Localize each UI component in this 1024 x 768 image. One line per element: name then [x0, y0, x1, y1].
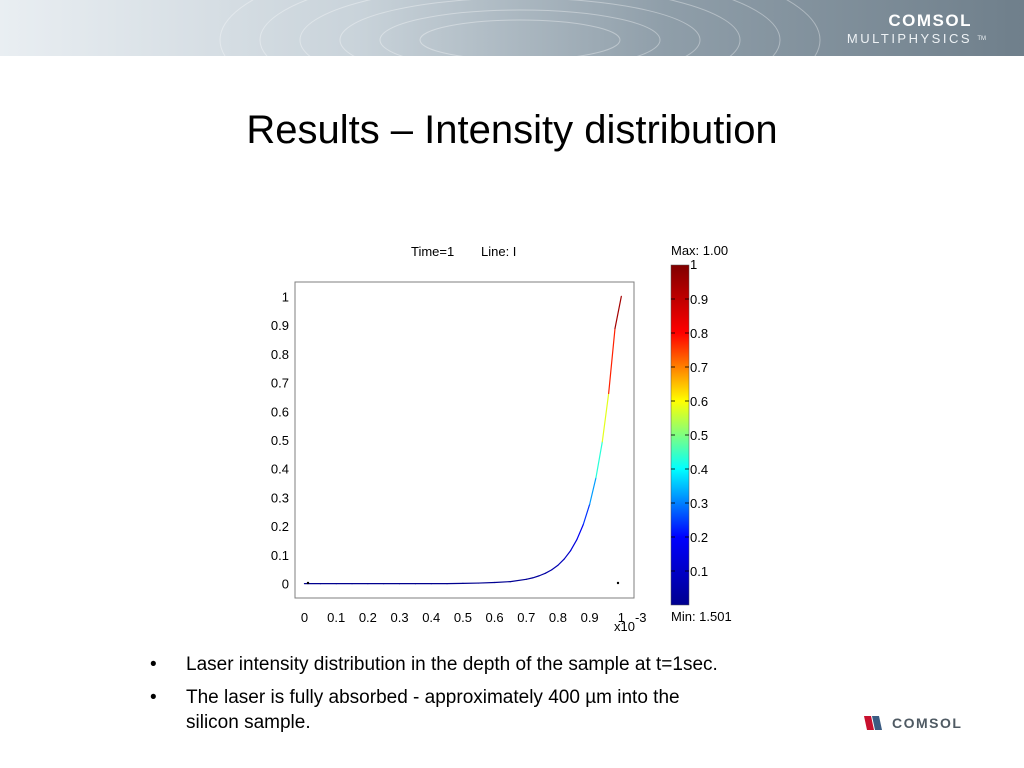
x-tick-label: 0.9 [581, 610, 599, 625]
curve-segment [614, 295, 622, 330]
x-axis-ticks: 0 0.1 0.2 0.3 0.4 0.5 0.6 0.7 0.8 0.9 1 [301, 610, 625, 625]
plot-area [294, 281, 635, 599]
comsol-mark-icon [864, 716, 882, 730]
y-tick-label: 0.6 [271, 404, 289, 419]
colorbar-tick-label: 0.8 [690, 326, 708, 341]
curve-segment [525, 577, 534, 580]
bullet-line-continued: silicon sample. [186, 712, 311, 733]
y-tick-label: 0.1 [271, 548, 289, 563]
bullet-line: The laser is fully absorbed - approximat… [186, 687, 680, 708]
y-tick-label: 0.2 [271, 519, 289, 534]
logo-trademark: TM [977, 36, 986, 42]
colorbar-ticks: 0.9 0.8 0.7 0.6 0.5 0.4 0.3 0.2 0.1 [671, 292, 708, 579]
curve-segment [557, 558, 565, 566]
curve-segment [532, 575, 540, 579]
x-tick-label: 0 [301, 610, 308, 625]
colorbar-tick-label: 0.5 [690, 428, 708, 443]
colorbar-top-label: 1 [690, 257, 697, 272]
colorbar-tick-label: 0.9 [690, 292, 708, 307]
plot-header-time: Time=1 [411, 244, 454, 259]
x-multiplier: x10-3 [614, 610, 647, 634]
curve-segment [601, 392, 610, 443]
logo-line1: COMSOL [888, 11, 972, 30]
header-banner: COMSOL MULTIPHYSICS TM [0, 0, 1024, 56]
logo-line2: MULTIPHYSICS [846, 31, 972, 46]
curve-segment [478, 581, 496, 584]
banner-swirl-decoration [219, 0, 821, 56]
y-tick-label: 0 [282, 577, 289, 592]
bullet-item: • The laser is fully absorbed - approxim… [150, 685, 840, 735]
curve-segment [544, 569, 553, 574]
y-tick-label: 0.9 [271, 318, 289, 333]
curve-segment [509, 578, 527, 583]
curve-segment [595, 441, 603, 479]
x-tick-label: 0.4 [422, 610, 440, 625]
x-tick-label: 0.2 [359, 610, 377, 625]
bullet-list: • Laser intensity distribution in the de… [150, 652, 840, 743]
curve-segment [608, 327, 616, 395]
x-tick-label: 0.7 [517, 610, 535, 625]
y-tick-label: 0.7 [271, 376, 289, 391]
x-tick-label: 0.1 [327, 610, 345, 625]
curve-segment [589, 477, 597, 505]
bullet-dot: • [150, 654, 157, 675]
y-axis-ticks: 0 0.1 0.2 0.3 0.4 0.5 0.6 0.7 0.8 0.9 1 [271, 289, 289, 591]
x-tick-label: 0.3 [391, 610, 409, 625]
colorbar-max-label: Max: 1.00 [671, 243, 728, 258]
bullet-line: Laser intensity distribution in the dept… [186, 654, 718, 675]
colorbar-tick-label: 0.3 [690, 496, 708, 511]
plot-header-line: Line: I [481, 244, 516, 259]
y-tick-label: 0.5 [271, 433, 289, 448]
curve-segment [551, 564, 559, 571]
curve-segment [563, 549, 572, 560]
colorbar-tick-label: 0.2 [690, 530, 708, 545]
y-tick-label: 0.3 [271, 490, 289, 505]
colorbar-tick-label: 0.4 [690, 462, 708, 477]
x-tick-label: 0.6 [486, 610, 504, 625]
curve-segment [576, 523, 584, 540]
colorbar-min-label: Min: 1.501 [671, 609, 732, 624]
curve-segment [570, 538, 578, 552]
left-boundary-point [306, 581, 310, 585]
right-boundary-point [616, 581, 620, 585]
x-tick-label: 1 [618, 610, 625, 625]
curve-segment [582, 503, 591, 526]
bullet-item: • Laser intensity distribution in the de… [150, 652, 840, 677]
curve-segment [538, 572, 546, 577]
x-tick-label: 0.8 [549, 610, 567, 625]
curve-segment [493, 581, 512, 584]
colorbar-tick-label: 0.7 [690, 360, 708, 375]
bullet-dot: • [150, 687, 157, 708]
intensity-curve [303, 295, 622, 585]
y-tick-label: 1 [282, 289, 289, 304]
comsol-multiphysics-logo: COMSOL MULTIPHYSICS TM [846, 11, 986, 46]
colorbar-tick-label: 0.6 [690, 394, 708, 409]
x-multiplier-exponent: -3 [635, 610, 647, 625]
x-tick-label: 0.5 [454, 610, 472, 625]
footer-logo-text: COMSOL [892, 715, 963, 731]
colorbar-tick-label: 0.1 [690, 564, 708, 579]
slide-title: Results – Intensity distribution [246, 108, 778, 152]
y-tick-label: 0.8 [271, 347, 289, 362]
x-multiplier-base: x10 [614, 619, 635, 634]
y-tick-label: 0.4 [271, 462, 289, 477]
